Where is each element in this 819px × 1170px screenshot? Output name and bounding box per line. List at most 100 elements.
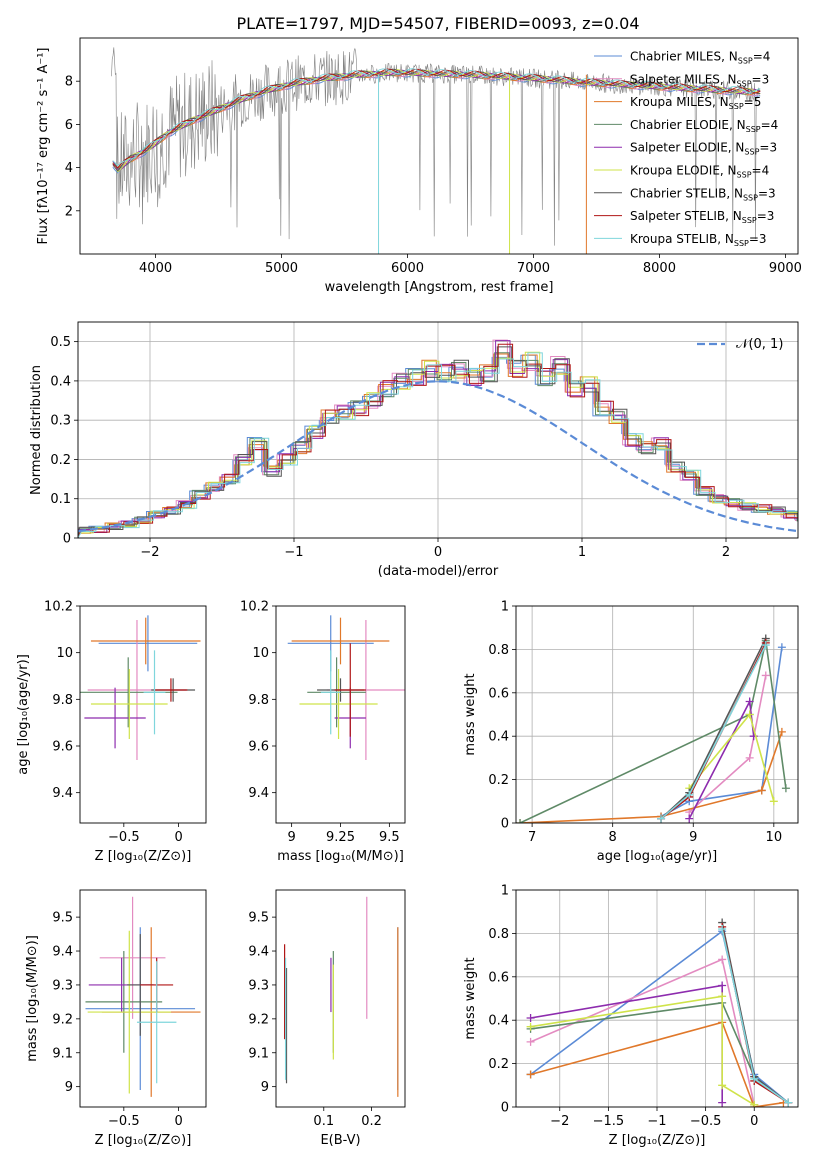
weight-marker [526,1022,535,1031]
x-tick-label: 0 [174,1114,182,1129]
x-tick-label: 9 [287,830,295,845]
y-tick-label: 0.2 [488,773,509,788]
y-tick-label: 9.5 [52,911,73,926]
x-tick-label: 0 [750,1114,758,1129]
y-axis-label: Flux [fλ10⁻¹⁷ erg cm⁻² s⁻¹ A⁻¹] [36,48,51,245]
weight-marker [745,710,754,719]
weight-line [530,1021,784,1107]
x-tick-label: 1 [578,545,586,560]
errorbar-plot [80,615,201,760]
y-tick-label: 0.2 [50,453,71,468]
y-tick-label: 9.4 [52,945,73,960]
x-tick-label: 8000 [643,261,676,276]
y-tick-label: 0.6 [488,686,509,701]
errorbar-plot [85,896,201,1097]
y-axis-label: mass weight [463,673,478,755]
y-tick-label: 9.1 [52,1046,73,1061]
y-tick-label: 9.6 [248,740,269,755]
y-tick-label: 9 [261,1080,269,1095]
weight-marker [718,955,727,964]
weight-marker [757,786,766,795]
x-axis-label: mass [log₁₀(M/M⊙)] [277,849,404,864]
weight-line [519,731,783,823]
y-tick-label: 0.4 [488,730,509,745]
weight-marker [761,671,770,680]
y-tick-label: 0 [501,1101,509,1116]
x-tick-label: 0 [174,830,182,845]
y-tick-label: 0.8 [488,643,509,658]
y-tick-label: 9.6 [52,740,73,755]
weight-line [660,647,783,818]
weight-line [530,929,789,1104]
legend-label: Salpeter STELIB, NSSP=3 [630,209,774,225]
model-line [112,68,761,167]
y-tick-label: 0.2 [488,1057,509,1072]
legend-label: 𝒩(0, 1) [736,337,783,352]
errorbar-plot [284,896,399,1097]
weight-marker [750,1074,759,1083]
normal-curve [78,380,798,533]
y-axis-label: mass weight [463,957,478,1039]
y-tick-label: 0 [501,817,509,832]
y-tick-label: 2 [65,204,73,219]
weight-marker [750,1100,759,1107]
x-tick-label: −2 [550,1114,569,1129]
x-tick-label: 0.1 [313,1114,334,1129]
y-axis-label: mass [log₁₀(M/M⊙)] [25,935,40,1062]
y-tick-label: 0.4 [50,374,71,389]
histogram-step [78,353,798,538]
x-tick-label: 0 [434,545,442,560]
histogram-step [78,351,798,538]
legend-label: Kroupa STELIB, NSSP=3 [630,232,767,248]
x-tick-label: −1 [647,1114,666,1129]
y-tick-label: 9.2 [248,1012,269,1027]
x-tick-label: 5000 [265,261,298,276]
y-tick-label: 6 [65,118,73,133]
weight-marker [777,727,786,736]
axes-frame [79,37,799,255]
x-tick-label: 8 [609,830,617,845]
x-tick-label: 9.25 [326,830,355,845]
y-tick-label: 0 [63,532,71,547]
weight-plot [526,918,793,1107]
y-tick-label: 9.4 [52,786,73,801]
y-tick-label: 0.1 [50,492,71,507]
x-tick-label: −1 [284,545,303,560]
x-axis-label: Z [log₁₀(Z/Z⊙)] [95,1133,192,1148]
x-axis-label: (data-model)/error [378,564,499,579]
errorbar-plot [287,615,405,760]
y-tick-label: 1 [501,600,509,615]
x-tick-label: −0.5 [108,830,140,845]
model-line [112,68,761,169]
weight-marker [718,981,727,990]
weight-marker [657,814,666,823]
y-axis-label: age [log₁₀(age/yr)] [16,654,31,775]
y-tick-label: 10.2 [44,600,73,615]
weight-marker [526,1037,535,1046]
x-tick-label: 9.5 [379,830,400,845]
histogram-plot [78,339,798,538]
x-tick-label: 9000 [769,261,802,276]
y-tick-label: 0.5 [50,335,71,350]
x-tick-label: 2 [722,545,730,560]
y-axis-label: Normed distribution [29,365,44,495]
axes-frame [515,889,799,1108]
weight-marker [718,1098,727,1107]
y-tick-label: 9.2 [52,1012,73,1027]
y-tick-label: 0.4 [488,1014,509,1029]
x-axis-label: Z [log₁₀(Z/Z⊙)] [95,849,192,864]
x-tick-label: 0.2 [361,1114,382,1129]
y-tick-label: 1 [501,884,509,899]
weight-marker [761,641,770,650]
y-tick-label: 10 [56,646,73,661]
y-tick-label: 9.1 [248,1046,269,1061]
spectrum-plot [111,47,761,254]
y-tick-label: 9.8 [248,693,269,708]
x-tick-label: 7 [528,830,536,845]
y-tick-label: 8 [65,75,73,90]
legend-label: Salpeter MILES, NSSP=3 [630,72,769,88]
axes-frame [79,889,207,1108]
weight-marker [685,790,694,799]
legend-label: Kroupa ELODIE, NSSP=4 [630,164,769,180]
weight-marker [526,1070,535,1079]
